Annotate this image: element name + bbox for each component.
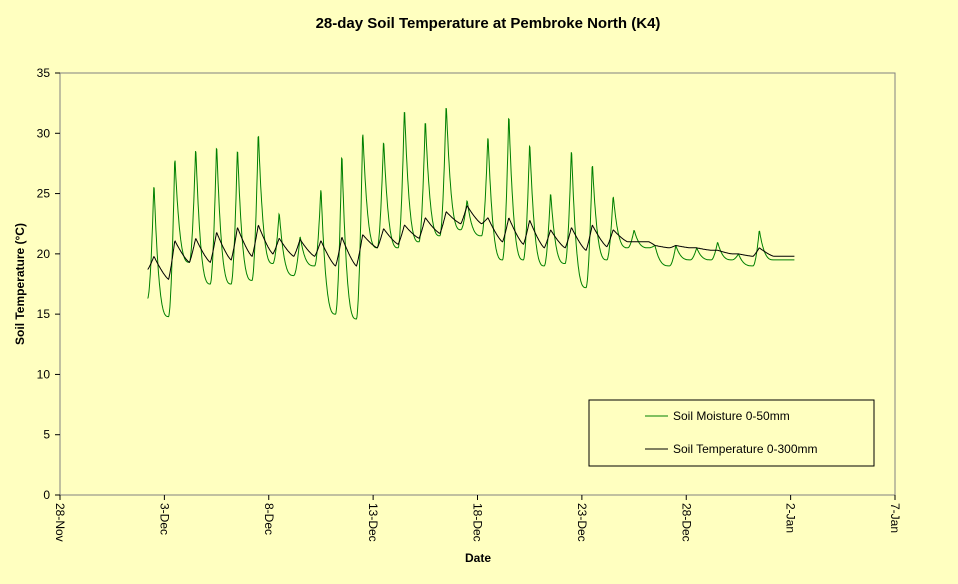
x-tick-label: 7-Jan [888,503,902,533]
x-tick-label: 18-Dec [471,503,485,542]
chart-title: 28-day Soil Temperature at Pembroke Nort… [316,15,661,32]
legend-label-temperature: Soil Temperature 0-300mm [673,442,818,456]
x-tick-label: 28-Dec [679,503,693,542]
y-tick-label: 0 [43,488,50,502]
x-tick-label: 28-Nov [53,503,67,542]
y-tick-label: 30 [37,126,51,140]
y-axis: 0 5 10 15 20 25 30 35 [37,66,60,502]
series-layer [147,107,795,320]
legend-box [588,399,875,467]
y-tick-label: 35 [37,66,51,80]
x-tick-label: 23-Dec [575,503,589,542]
x-tick-label: 13-Dec [366,503,380,542]
y-tick-label: 15 [37,307,51,321]
y-tick-label: 10 [37,367,51,381]
x-tick-label: 8-Dec [262,503,276,535]
x-axis-label: Date [465,551,491,565]
x-tick-label: 3-Dec [157,503,171,535]
series-line-1 [147,205,795,280]
y-tick-label: 20 [37,247,51,261]
y-tick-label: 25 [37,187,51,201]
x-axis: 28-Nov 3-Dec 8-Dec 13-Dec 18-Dec 23-Dec 28-Dec… [53,495,902,542]
legend-label-moisture: Soil Moisture 0-50mm [673,409,790,423]
x-tick-label: 2-Jan [784,503,798,533]
legend: Soil Moisture 0-50mm Soil Temperature 0-… [588,399,875,467]
series-line-0 [147,107,795,320]
y-tick-label: 5 [43,428,50,442]
y-axis-label: Soil Temperature (°C) [13,223,27,345]
